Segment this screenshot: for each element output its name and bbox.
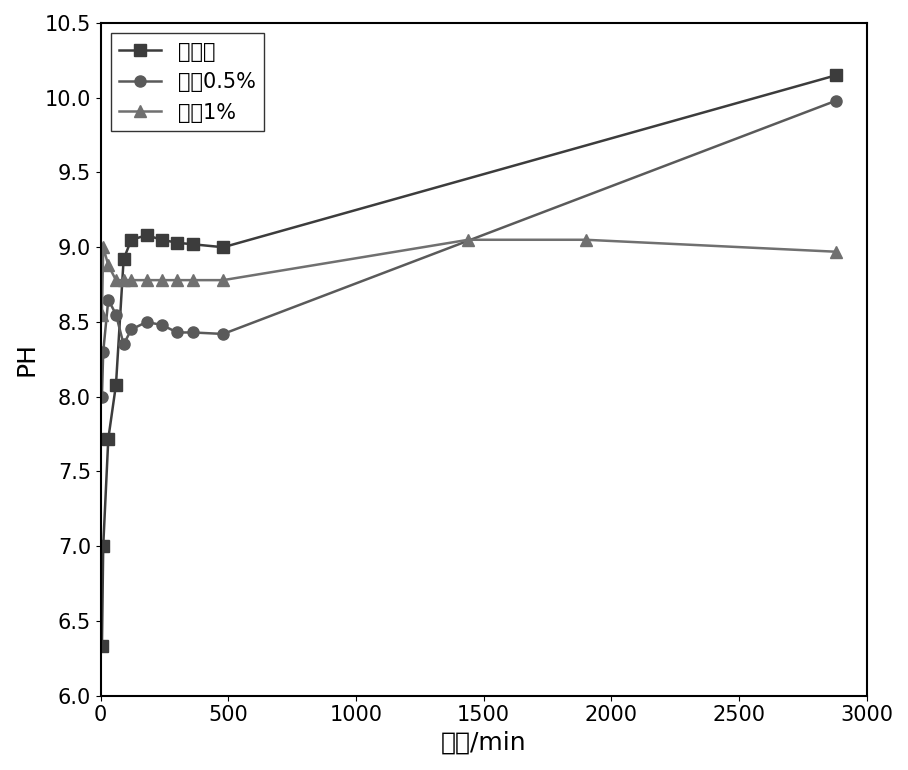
- Legend: 未处理, 处理0.5%, 处理1%: 未处理, 处理0.5%, 处理1%: [111, 33, 264, 131]
- Y-axis label: PH: PH: [15, 343, 39, 377]
- X-axis label: 时间/min: 时间/min: [440, 731, 527, 755]
